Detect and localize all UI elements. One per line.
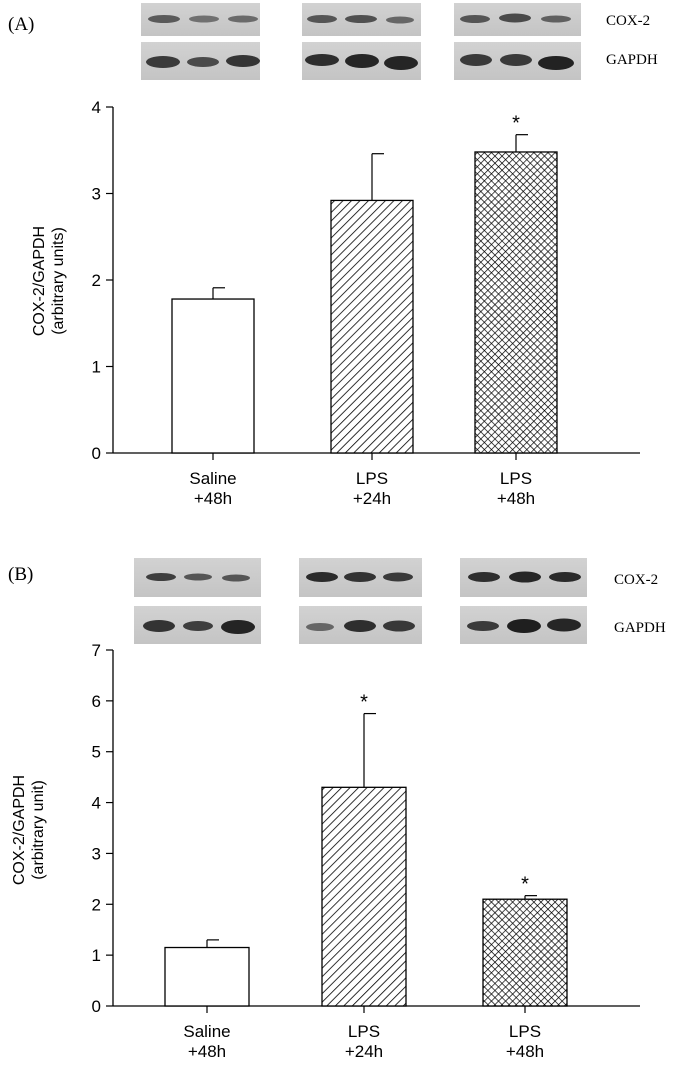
x-tick-label: +48h [497,489,535,508]
blot-band [189,15,219,23]
panel-a-blot [141,3,581,80]
blot-band [383,572,413,582]
blot-band [509,571,541,583]
x-tick-label: +24h [353,489,391,508]
y-tick-label: 7 [92,641,101,660]
y-tick-label: 0 [92,997,101,1016]
significance-marker: * [360,692,368,714]
x-tick-label: LPS [509,1022,541,1041]
x-tick-label: +24h [345,1042,383,1061]
blot-band [547,618,581,632]
blot-band [345,54,379,68]
significance-marker: * [521,874,529,896]
blot-band [345,15,377,23]
y-axis-label: COX-2/GAPDH [31,226,48,336]
y-axis-label: COX-2/GAPDH [11,775,28,885]
chart-b: 0 1 2 3 4 5 6 7 COX-2/GAPDH (arbitrary unit) Salin… [11,641,640,1061]
blot-band [468,572,500,582]
y-tick-label: 4 [92,98,101,117]
x-tick-label: LPS [500,469,532,488]
blot-band [305,54,339,66]
y-tick-label: 3 [92,844,101,863]
y-tick-label: 1 [92,946,101,965]
blot-band [226,55,260,67]
blot-band [148,15,180,23]
y-axis-label: (arbitrary unit) [30,780,47,880]
y-tick-label: 2 [92,271,101,290]
bar [164,946,250,1007]
bar [330,199,414,454]
blot-band [549,572,581,582]
blot-band [460,15,490,23]
blot-band [541,15,571,23]
blot-band [460,54,492,66]
x-tick-label: +48h [194,489,232,508]
blot-band [538,56,574,70]
blot-band [221,620,255,634]
panel-b-label: (B) [8,564,33,585]
x-tick-label: Saline [189,469,236,488]
blot-band [184,573,212,581]
blot-band [467,621,499,631]
blot-band [499,13,531,23]
blot-band [183,621,213,631]
blot-label-cox2: COX-2 [614,572,658,588]
y-axis-label: (arbitrary units) [50,227,67,335]
blot-band [500,54,532,66]
y-tick-label: 4 [92,794,101,813]
blot-band [507,619,541,633]
blot-band [306,623,334,631]
blot-label-cox2: COX-2 [606,13,650,29]
panel-a: (A) [8,3,658,508]
y-tick-label: 0 [92,444,101,463]
bar [482,898,568,1007]
bar [474,151,558,454]
blot-band [386,16,414,24]
blot-band [306,572,338,582]
y-tick-label: 2 [92,895,101,914]
y-tick-label: 5 [92,743,101,762]
bar [321,786,407,1007]
panel-a-label: (A) [8,14,34,35]
blot-band [143,620,175,632]
y-tick-label: 6 [92,692,101,711]
x-tick-label: LPS [356,469,388,488]
blot-band [383,620,415,632]
y-tick-label: 3 [92,185,101,204]
significance-marker: * [512,113,520,135]
y-tick-label: 1 [92,358,101,377]
blot-band [222,574,250,582]
x-tick-label: +48h [188,1042,226,1061]
panel-b: (B) [8,558,666,1061]
blot-band [384,56,418,70]
x-tick-label: LPS [348,1022,380,1041]
x-tick-label: Saline [183,1022,230,1041]
blot-band [228,15,258,23]
blot-band [344,620,376,632]
blot-label-gapdh: GAPDH [614,620,666,636]
blot-band [187,57,219,67]
blot-band [146,573,176,581]
x-tick-label: +48h [506,1042,544,1061]
panel-b-blot [134,558,587,644]
blot-band [344,572,376,582]
blot-label-gapdh: GAPDH [606,52,658,68]
bar [171,298,255,454]
blot-band [146,56,180,68]
blot-band [307,15,337,23]
